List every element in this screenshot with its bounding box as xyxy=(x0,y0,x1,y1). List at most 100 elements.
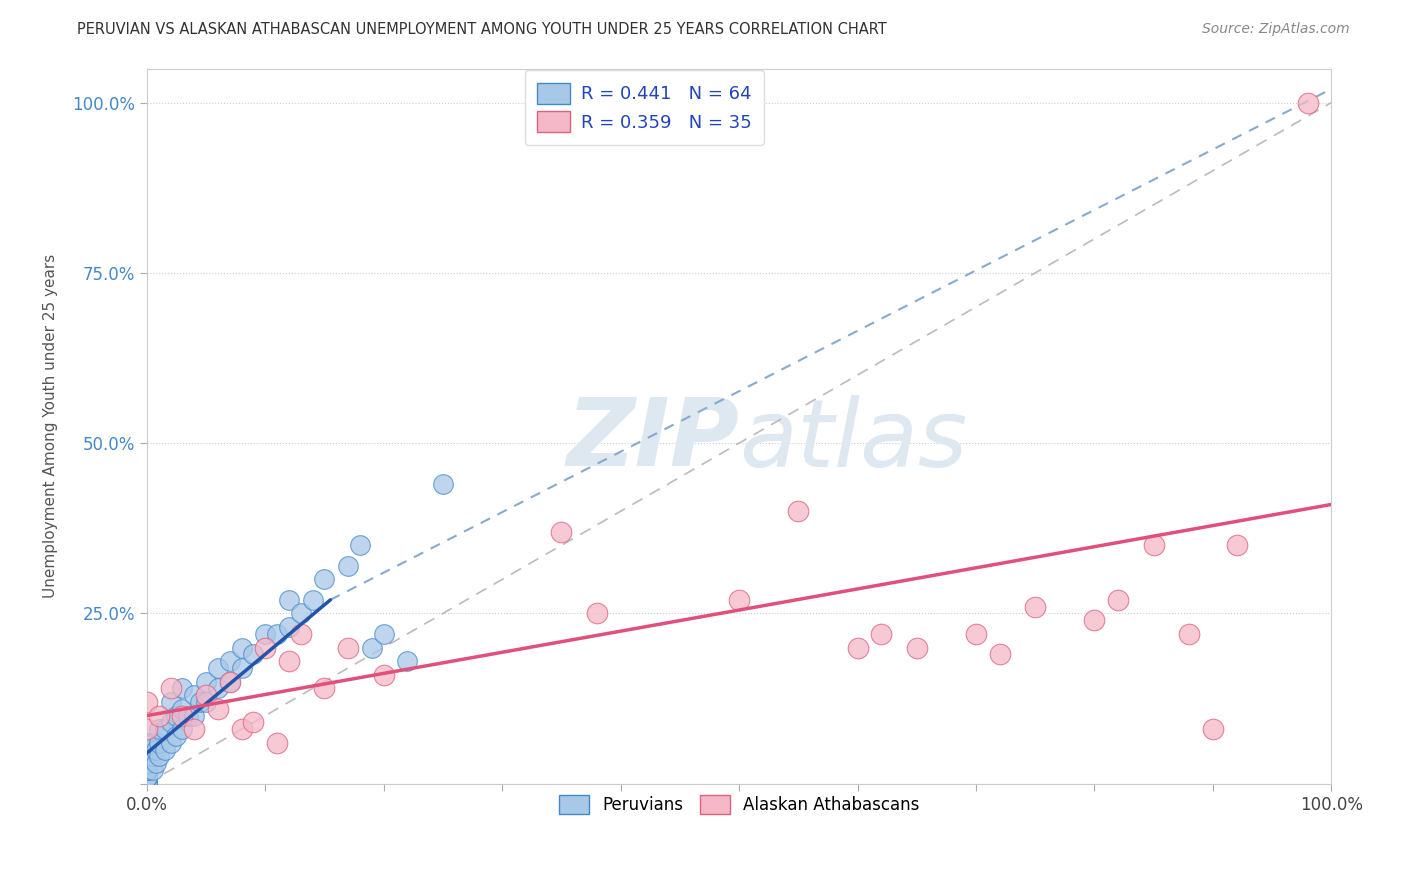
Point xyxy=(290,607,312,621)
Legend: Peruvians, Alaskan Athabascans: Peruvians, Alaskan Athabascans xyxy=(547,783,931,825)
Text: Source: ZipAtlas.com: Source: ZipAtlas.com xyxy=(1202,22,1350,37)
Point xyxy=(135,770,157,784)
Point xyxy=(148,708,170,723)
Point xyxy=(266,736,288,750)
Point xyxy=(135,749,157,764)
Point xyxy=(1178,627,1201,641)
Point xyxy=(207,681,229,696)
Text: PERUVIAN VS ALASKAN ATHABASCAN UNEMPLOYMENT AMONG YOUTH UNDER 25 YEARS CORRELATI: PERUVIAN VS ALASKAN ATHABASCAN UNEMPLOYM… xyxy=(77,22,887,37)
Point xyxy=(787,504,810,518)
Text: atlas: atlas xyxy=(740,395,967,486)
Point xyxy=(165,729,187,743)
Point xyxy=(145,742,167,756)
Point xyxy=(231,661,253,675)
Point xyxy=(254,627,277,641)
Point xyxy=(550,524,572,539)
Point xyxy=(165,708,187,723)
Point xyxy=(135,742,157,756)
Point xyxy=(159,715,181,730)
Point xyxy=(728,592,751,607)
Point xyxy=(195,674,218,689)
Point xyxy=(290,627,312,641)
Point xyxy=(153,723,176,737)
Point xyxy=(1083,613,1105,627)
Point xyxy=(314,573,336,587)
Point xyxy=(396,654,419,668)
Point xyxy=(301,592,323,607)
Point xyxy=(207,661,229,675)
Point xyxy=(148,736,170,750)
Point xyxy=(1024,599,1046,614)
Point xyxy=(254,640,277,655)
Point xyxy=(148,723,170,737)
Point xyxy=(183,723,205,737)
Point xyxy=(1296,95,1319,110)
Point xyxy=(135,695,157,709)
Point xyxy=(159,695,181,709)
Point xyxy=(135,756,157,771)
Point xyxy=(266,627,288,641)
Point xyxy=(195,695,218,709)
Point xyxy=(360,640,382,655)
Point xyxy=(135,763,157,777)
Point xyxy=(218,654,240,668)
Point xyxy=(188,695,211,709)
Point xyxy=(231,723,253,737)
Point xyxy=(159,681,181,696)
Point xyxy=(135,777,157,791)
Point xyxy=(172,708,194,723)
Point xyxy=(586,607,609,621)
Text: ZIP: ZIP xyxy=(567,394,740,486)
Point xyxy=(135,770,157,784)
Point xyxy=(135,777,157,791)
Point xyxy=(135,742,157,756)
Point xyxy=(846,640,869,655)
Point xyxy=(1107,592,1129,607)
Point xyxy=(148,749,170,764)
Point xyxy=(172,681,194,696)
Point xyxy=(207,702,229,716)
Point xyxy=(135,777,157,791)
Point xyxy=(159,736,181,750)
Point xyxy=(373,667,395,681)
Point xyxy=(965,627,987,641)
Point xyxy=(135,777,157,791)
Point xyxy=(135,749,157,764)
Point xyxy=(218,674,240,689)
Y-axis label: Unemployment Among Youth under 25 years: Unemployment Among Youth under 25 years xyxy=(44,254,58,599)
Point xyxy=(1202,723,1225,737)
Point xyxy=(172,723,194,737)
Point xyxy=(314,681,336,696)
Point xyxy=(135,756,157,771)
Point xyxy=(870,627,893,641)
Point xyxy=(135,736,157,750)
Point xyxy=(153,742,176,756)
Point xyxy=(145,756,167,771)
Point xyxy=(142,736,165,750)
Point xyxy=(135,777,157,791)
Point xyxy=(177,708,200,723)
Point xyxy=(135,763,157,777)
Point xyxy=(231,640,253,655)
Point xyxy=(1143,538,1166,552)
Point xyxy=(337,640,360,655)
Point xyxy=(135,723,157,737)
Point xyxy=(195,688,218,702)
Point xyxy=(142,749,165,764)
Point xyxy=(135,777,157,791)
Point xyxy=(135,777,157,791)
Point xyxy=(242,715,264,730)
Point xyxy=(183,708,205,723)
Point xyxy=(278,592,301,607)
Point xyxy=(172,702,194,716)
Point xyxy=(242,648,264,662)
Point xyxy=(1226,538,1249,552)
Point xyxy=(278,620,301,634)
Point xyxy=(373,627,395,641)
Point xyxy=(135,736,157,750)
Point xyxy=(183,688,205,702)
Point xyxy=(905,640,928,655)
Point xyxy=(142,763,165,777)
Point xyxy=(349,538,371,552)
Point xyxy=(432,477,454,491)
